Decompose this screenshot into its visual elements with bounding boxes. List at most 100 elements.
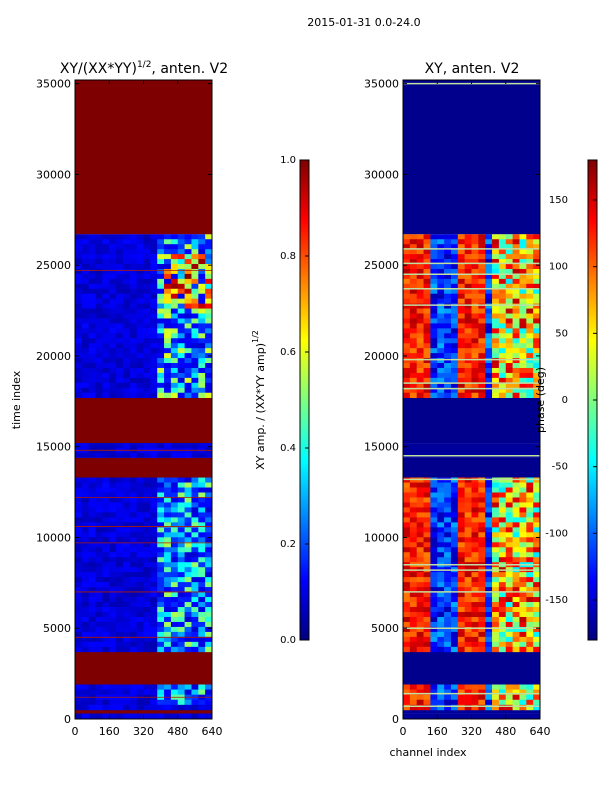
left-cell (164, 577, 172, 583)
left-cell (198, 699, 206, 706)
right-cell (464, 313, 472, 319)
left-cell (143, 602, 151, 608)
right-cell (409, 587, 417, 593)
right-cell (409, 492, 417, 498)
right-cell (512, 372, 520, 379)
left-cell (177, 507, 185, 513)
right-cell (423, 694, 431, 701)
left-cell (205, 557, 213, 563)
left-cell (157, 239, 165, 245)
right-cell (444, 363, 452, 369)
left-cell (205, 239, 213, 245)
left-cell (143, 636, 151, 643)
right-cell (430, 313, 438, 319)
right-cell (403, 542, 411, 548)
right-cell (464, 684, 472, 690)
left-cell (177, 443, 185, 449)
left-cell (102, 387, 110, 394)
left-cell (116, 343, 124, 349)
right-cell (498, 704, 507, 711)
right-cell (485, 552, 493, 558)
left-cell (136, 611, 144, 618)
left-cell (129, 582, 137, 588)
left-cell (102, 557, 110, 563)
right-cell (437, 358, 445, 364)
left-cell (102, 497, 110, 503)
right-cell (450, 621, 459, 628)
right-cell (437, 572, 445, 578)
left-cell (88, 542, 96, 548)
left-cell (170, 636, 179, 643)
left-cell (88, 254, 96, 260)
right-cell (416, 547, 424, 553)
left-cell (170, 512, 179, 518)
right-cell (526, 392, 534, 398)
right-cell (471, 597, 479, 603)
right-cell (430, 308, 438, 314)
left-cell (81, 577, 89, 583)
right-cell (409, 254, 417, 260)
right-cell (505, 542, 513, 548)
left-cell (198, 377, 206, 384)
right-cell (505, 699, 513, 706)
right-cell (471, 239, 479, 245)
left-cell (205, 487, 213, 493)
right-cell (444, 377, 452, 384)
left-cell (109, 537, 117, 543)
left-cell (184, 239, 192, 245)
left-cell (150, 507, 158, 513)
left-cell (170, 372, 179, 379)
left-cell (129, 239, 137, 245)
right-cell (409, 293, 417, 299)
right-cell (450, 298, 459, 304)
left-cell (198, 323, 206, 329)
right-cell (498, 303, 507, 309)
left-cell (88, 308, 96, 314)
left-cell (205, 684, 213, 690)
left-cell (150, 621, 158, 628)
left-cell (150, 582, 158, 588)
right-cell (498, 367, 507, 374)
left-cell (164, 587, 172, 593)
left-cell (75, 377, 83, 384)
right-cell (533, 273, 541, 280)
right-cell (471, 249, 479, 255)
right-cell (416, 487, 424, 493)
right-cell (485, 512, 493, 518)
left-cell (88, 616, 96, 623)
left-cell (116, 244, 124, 250)
right-cell (457, 313, 465, 319)
right-panel: XY, anten. V2 0 160 320 480 640 050001000015… (364, 61, 551, 759)
left-cell (116, 477, 124, 483)
left-cell (95, 562, 103, 568)
right-cell (505, 527, 513, 533)
right-cell (533, 477, 541, 483)
right-cell (464, 293, 472, 299)
right-cell (457, 482, 465, 488)
left-cell (164, 338, 172, 344)
left-cell (191, 343, 199, 349)
right-cell (423, 517, 431, 523)
right-cell (519, 358, 527, 364)
left-cell (177, 338, 185, 344)
right-cell (533, 602, 541, 608)
right-cell (457, 517, 465, 523)
left-cell (157, 507, 165, 513)
left-cell (150, 512, 158, 518)
right-cell (485, 689, 493, 695)
left-cell (129, 308, 137, 314)
left-cell (177, 482, 185, 488)
right-cell (409, 532, 417, 538)
left-cell (164, 392, 172, 398)
left-cell (88, 527, 96, 533)
left-cell (75, 387, 83, 394)
left-cell (157, 641, 165, 648)
right-cell (437, 318, 445, 324)
right-cell (471, 547, 479, 553)
right-cell (512, 607, 520, 613)
right-cell (409, 512, 417, 518)
left-cell (109, 477, 117, 483)
left-cell (122, 382, 131, 389)
left-cell (122, 477, 131, 483)
left-cell (102, 572, 110, 578)
